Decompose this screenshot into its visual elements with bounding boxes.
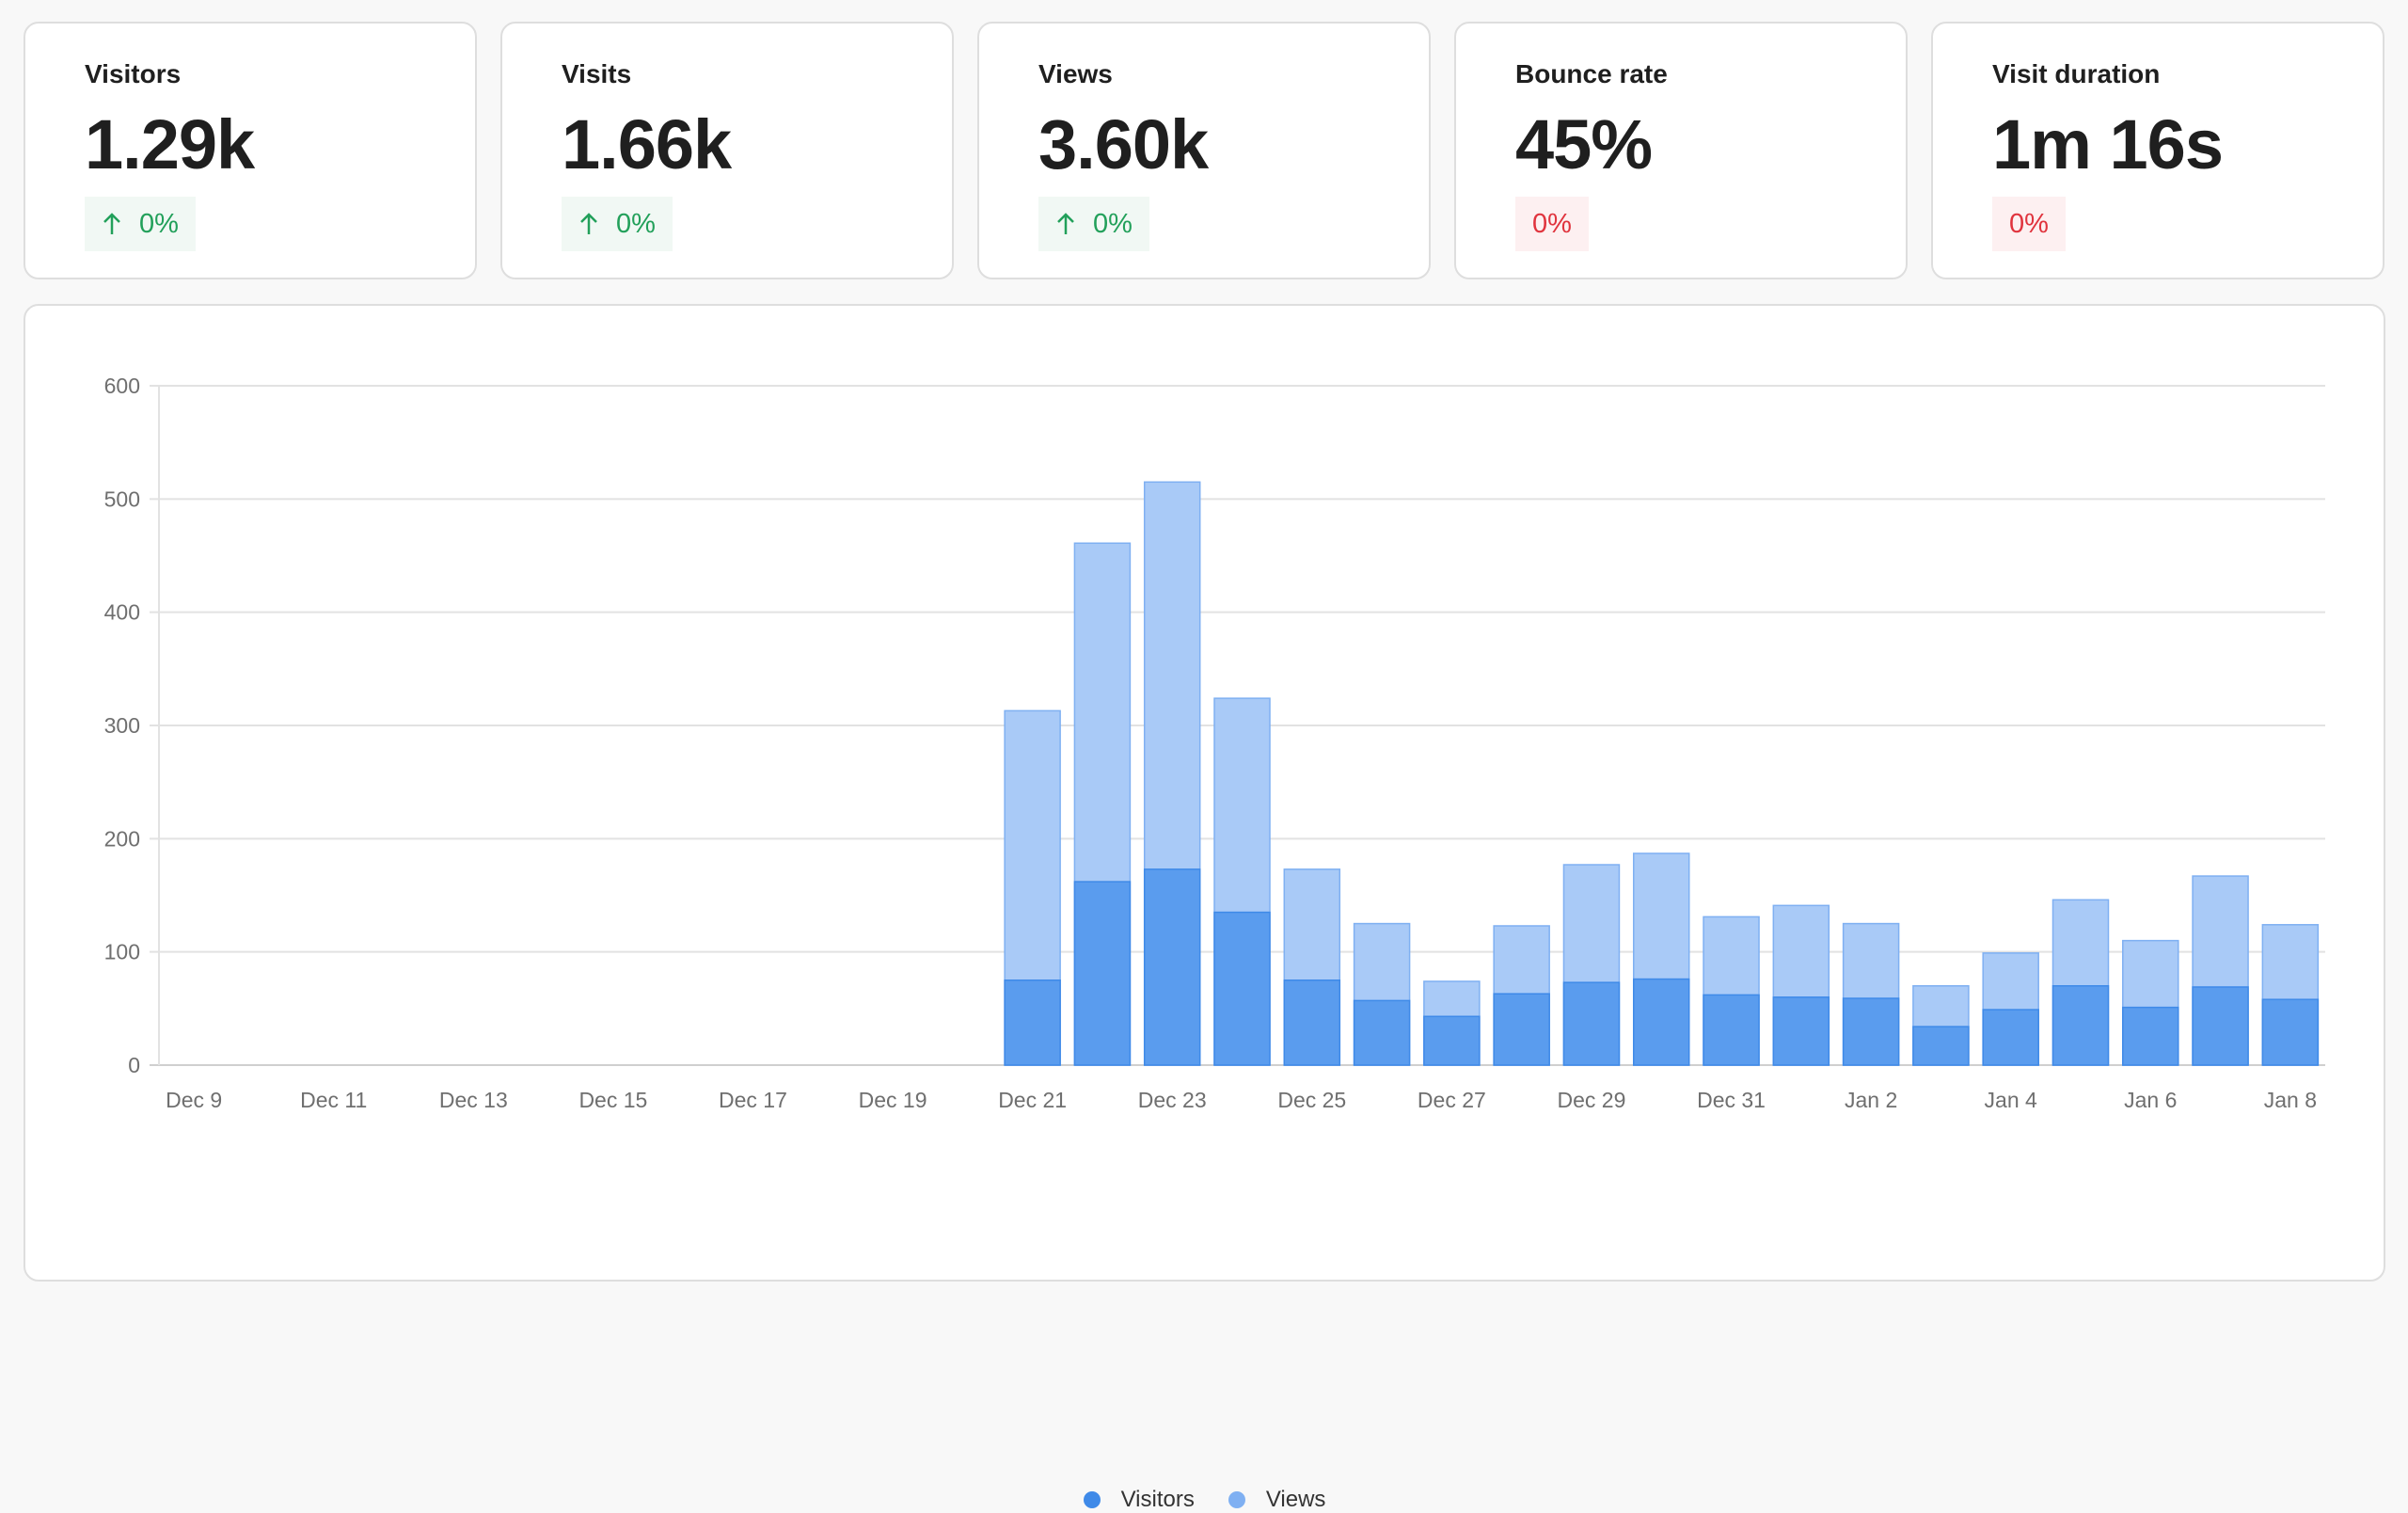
stat-value: 1m 16s: [1992, 105, 2224, 183]
x-tick-label: Jan 2: [1845, 1088, 1897, 1112]
bar-visitors: [1004, 979, 1061, 1066]
bar-visitors: [1143, 868, 1201, 1066]
bar-visitors: [1353, 999, 1411, 1066]
y-tick-label: 0: [128, 1053, 140, 1077]
stat-card-visit-duration[interactable]: Visit duration 1m 16s 0%: [1931, 22, 2384, 279]
legend-item-visitors[interactable]: Visitors: [1083, 1487, 1195, 1513]
bar-visitors: [1562, 981, 1621, 1066]
x-tick-label: Dec 21: [998, 1088, 1067, 1112]
x-tick-label: Dec 15: [578, 1088, 647, 1112]
stat-label: Visit duration: [1992, 59, 2161, 88]
stat-label: Bounce rate: [1515, 59, 1668, 88]
change-badge: 0%: [562, 197, 673, 251]
stat-value: 1.29k: [85, 105, 255, 183]
x-tick-label: Dec 25: [1277, 1088, 1346, 1112]
change-value: 0%: [616, 208, 656, 239]
stat-card-visits[interactable]: Visits 1.66k 0%: [500, 22, 954, 279]
bar-visitors: [1703, 994, 1760, 1066]
x-tick-label: Jan 4: [1985, 1088, 2037, 1112]
bar-visitors: [1213, 911, 1271, 1066]
y-tick-label: 300: [104, 713, 140, 738]
bar-visitors: [1912, 1026, 1970, 1066]
change-value: 0%: [1532, 208, 1572, 239]
bar-visitors: [1842, 997, 1900, 1066]
change-badge: 0%: [1515, 197, 1589, 251]
change-badge: 0%: [1992, 197, 2066, 251]
bar-visitors: [1982, 1009, 2039, 1066]
bar-visitors: [1423, 1015, 1481, 1066]
bar-visitors: [2192, 986, 2249, 1066]
stat-value: 45%: [1515, 105, 1653, 183]
change-value: 0%: [139, 208, 179, 239]
change-value: 0%: [2009, 208, 2049, 239]
views-dot-icon: [1228, 1491, 1245, 1508]
change-badge: 0%: [1038, 197, 1149, 251]
chart-legend: Visitors Views: [25, 1487, 2384, 1513]
bar-visitors: [2122, 1006, 2179, 1066]
legend-label: Visitors: [1120, 1487, 1195, 1512]
x-tick-label: Dec 11: [300, 1088, 367, 1112]
x-tick-label: Jan 8: [2264, 1088, 2317, 1112]
bar-visitors: [1632, 978, 1690, 1066]
x-tick-label: Dec 9: [166, 1088, 222, 1112]
stat-card-views[interactable]: Views 3.60k 0%: [977, 22, 1431, 279]
change-value: 0%: [1093, 208, 1133, 239]
stat-card-bounce-rate[interactable]: Bounce rate 45% 0%: [1454, 22, 1908, 279]
stat-label: Visits: [562, 59, 632, 88]
y-tick-label: 400: [104, 600, 140, 625]
bar-visitors: [1073, 881, 1132, 1066]
bar-visitors: [1772, 996, 1830, 1066]
visitors-dot-icon: [1083, 1491, 1101, 1508]
change-badge: 0%: [85, 197, 196, 251]
stat-card-visitors[interactable]: Visitors 1.29k 0%: [24, 22, 477, 279]
x-tick-label: Dec 23: [1138, 1088, 1207, 1112]
y-tick-label: 500: [104, 486, 140, 511]
x-tick-label: Jan 6: [2124, 1088, 2177, 1112]
legend-item-views[interactable]: Views: [1228, 1487, 1326, 1513]
bar-visitors: [1283, 979, 1341, 1066]
x-tick-label: Dec 19: [859, 1088, 927, 1112]
y-tick-label: 600: [104, 374, 140, 398]
arrow-up-icon: [103, 213, 120, 234]
stat-value: 1.66k: [562, 105, 732, 183]
stat-value: 3.60k: [1038, 105, 1209, 183]
bar-visitors: [2052, 985, 2110, 1066]
stat-label: Views: [1038, 59, 1113, 88]
x-tick-label: Dec 13: [439, 1088, 508, 1112]
legend-label: Views: [1265, 1487, 1326, 1512]
bar-visitors: [2261, 998, 2320, 1066]
stat-label: Visitors: [85, 59, 182, 88]
y-tick-label: 100: [104, 940, 140, 964]
arrow-up-icon: [1057, 213, 1074, 234]
y-tick-label: 200: [104, 826, 140, 851]
bar-visitors: [1493, 993, 1550, 1066]
x-tick-label: Dec 29: [1558, 1088, 1626, 1112]
x-tick-label: Dec 31: [1697, 1088, 1766, 1112]
arrow-up-icon: [580, 213, 597, 234]
bar-chart: 0 100 200 300 400 500 600 Dec 9 Dec 11 Dec 13 Dec …: [104, 374, 2325, 1112]
visitors-chart-card: 0 100 200 300 400 500 600 Dec 9 Dec 11 Dec 13 Dec …: [24, 304, 2385, 1512]
x-tick-label: Dec 27: [1418, 1088, 1486, 1112]
x-tick-label: Dec 17: [719, 1088, 787, 1112]
